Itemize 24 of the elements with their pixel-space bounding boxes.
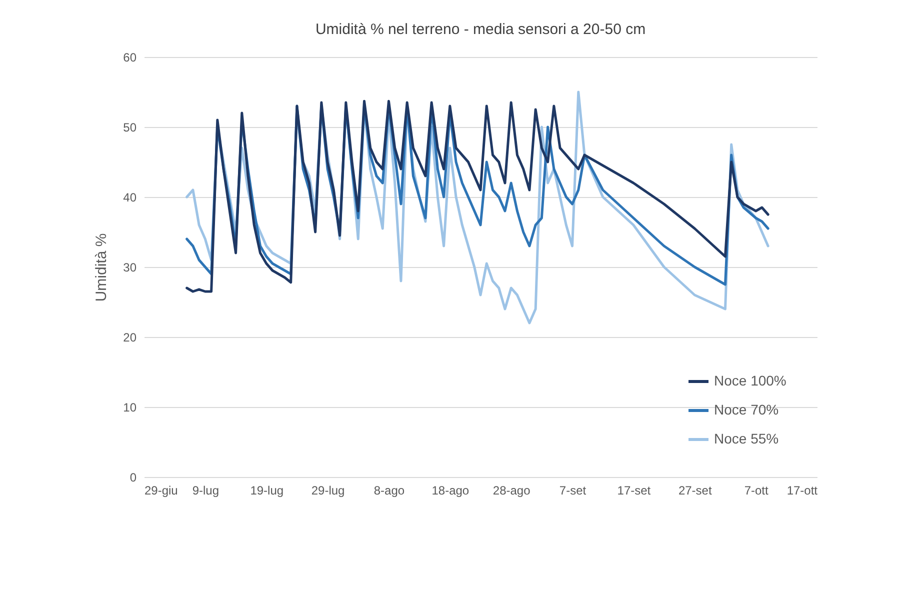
x-tick-label: 19-lug: [250, 484, 284, 498]
x-tick-label: 29-giu: [144, 484, 178, 498]
y-tick-label: 40: [123, 190, 137, 204]
x-tick-label: 7-ott: [744, 484, 769, 498]
x-tick-label: 9-lug: [192, 484, 220, 498]
legend-label: Noce 55%: [714, 430, 779, 446]
x-tick-label: 18-ago: [432, 484, 470, 498]
x-tick-label: 27-set: [678, 484, 712, 498]
y-tick-label: 0: [130, 470, 137, 484]
y-axis-title: Umidità %: [93, 233, 110, 302]
x-tick-label: 8-ago: [374, 484, 405, 498]
y-tick-label: 50: [123, 120, 137, 134]
x-tick-label: 17-set: [617, 484, 652, 498]
chart-title: Umidità % nel terreno - media sensori a 20-50 cm: [315, 21, 646, 38]
y-tick-label: 30: [123, 260, 137, 274]
legend-label: Noce 100%: [714, 372, 786, 388]
x-tick-label: 17-ott: [786, 484, 818, 498]
x-tick-label: 29-lug: [311, 484, 345, 498]
x-tick-label: 7-set: [559, 484, 587, 498]
y-tick-label: 60: [123, 50, 137, 64]
x-tick-label: 28-ago: [492, 484, 531, 498]
y-tick-label: 20: [123, 330, 137, 344]
y-tick-label: 10: [123, 400, 137, 414]
legend-label: Noce 70%: [714, 402, 779, 418]
